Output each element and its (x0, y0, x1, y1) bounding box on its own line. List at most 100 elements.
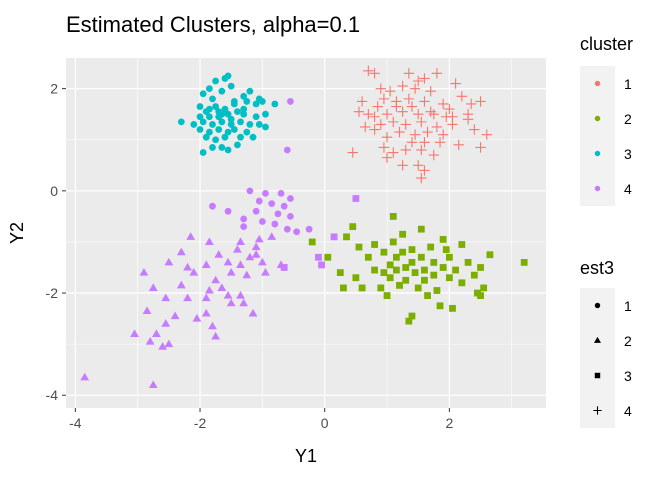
data-point (230, 98, 238, 105)
data-point (308, 238, 316, 246)
data-point (434, 137, 446, 148)
data-point (389, 238, 397, 246)
legend-est3-label: 2 (624, 333, 632, 349)
data-point (369, 124, 380, 135)
data-point (400, 144, 411, 156)
data-point (477, 264, 484, 271)
data-point (252, 207, 260, 215)
data-point (196, 126, 204, 133)
data-point (409, 129, 421, 140)
data-point (419, 165, 430, 176)
data-point (405, 317, 413, 325)
legend-key-marker (594, 302, 601, 309)
data-point (204, 237, 214, 245)
data-point (199, 118, 207, 126)
data-point (205, 105, 213, 113)
data-point (436, 302, 444, 310)
data-point (257, 257, 267, 266)
data-point (209, 95, 216, 103)
data-point (246, 87, 254, 95)
legend-cluster-title: cluster (580, 34, 633, 54)
data-point (211, 275, 221, 284)
data-point (392, 253, 400, 261)
data-point (271, 220, 279, 228)
data-point (403, 93, 415, 105)
data-point (419, 137, 430, 148)
data-point (271, 100, 279, 108)
data-point (237, 133, 244, 141)
data-point (224, 207, 232, 215)
data-point (161, 293, 171, 302)
data-point (442, 246, 450, 254)
data-point (347, 147, 358, 158)
data-point (456, 91, 468, 102)
data-point (189, 268, 199, 276)
data-point (520, 258, 528, 266)
data-point (280, 202, 288, 210)
data-point (240, 92, 248, 100)
data-point (246, 187, 254, 195)
data-point (130, 329, 139, 337)
legend-key-marker (593, 336, 602, 343)
data-point (447, 119, 458, 130)
data-point (465, 98, 477, 110)
legend-key-marker (594, 115, 601, 122)
data-point (209, 121, 216, 128)
data-point (176, 247, 186, 256)
data-point (287, 98, 294, 105)
data-point (183, 293, 192, 302)
legend-key-marker (594, 185, 601, 192)
data-point (437, 98, 449, 110)
data-point (397, 106, 408, 117)
data-point (380, 269, 388, 276)
legend-est3-label: 1 (624, 298, 632, 314)
data-point (392, 266, 400, 274)
data-points (80, 65, 528, 389)
data-point (486, 251, 494, 259)
data-point (202, 133, 210, 141)
data-point (209, 144, 216, 151)
data-point (262, 123, 269, 131)
data-point (199, 149, 207, 156)
data-point (236, 237, 245, 245)
data-point (397, 160, 408, 171)
data-point (230, 126, 238, 133)
data-point (388, 116, 399, 128)
legend-est3-label: 3 (624, 368, 632, 384)
data-point (470, 271, 478, 279)
data-point (246, 121, 254, 128)
data-point (305, 225, 313, 233)
plot-panel (66, 58, 546, 408)
data-point (437, 129, 449, 140)
data-point (212, 136, 220, 144)
data-point (375, 83, 387, 94)
data-point (406, 101, 418, 112)
y-tick-label: 0 (50, 183, 58, 199)
data-point (389, 212, 397, 220)
data-point (227, 115, 235, 123)
legend-key-marker (593, 406, 602, 415)
data-point (441, 111, 452, 122)
data-point (80, 372, 90, 381)
data-point (280, 264, 288, 271)
data-point (262, 190, 269, 197)
data-point (201, 260, 211, 268)
legend-est3-label: 4 (624, 403, 632, 419)
x-tick-label: -4 (69, 415, 82, 431)
data-point (402, 264, 410, 271)
data-point (233, 245, 242, 253)
data-point (364, 253, 372, 261)
data-point (425, 106, 436, 117)
x-tick-label: -2 (194, 415, 207, 431)
data-point (450, 78, 461, 89)
data-point (251, 242, 261, 251)
data-point (164, 339, 174, 348)
data-point (464, 258, 472, 266)
data-point (406, 137, 418, 148)
data-point (378, 142, 390, 153)
data-point (453, 139, 464, 151)
data-point (352, 195, 360, 202)
data-point (394, 126, 405, 138)
data-point (277, 190, 285, 197)
legend-key-marker (594, 150, 601, 157)
